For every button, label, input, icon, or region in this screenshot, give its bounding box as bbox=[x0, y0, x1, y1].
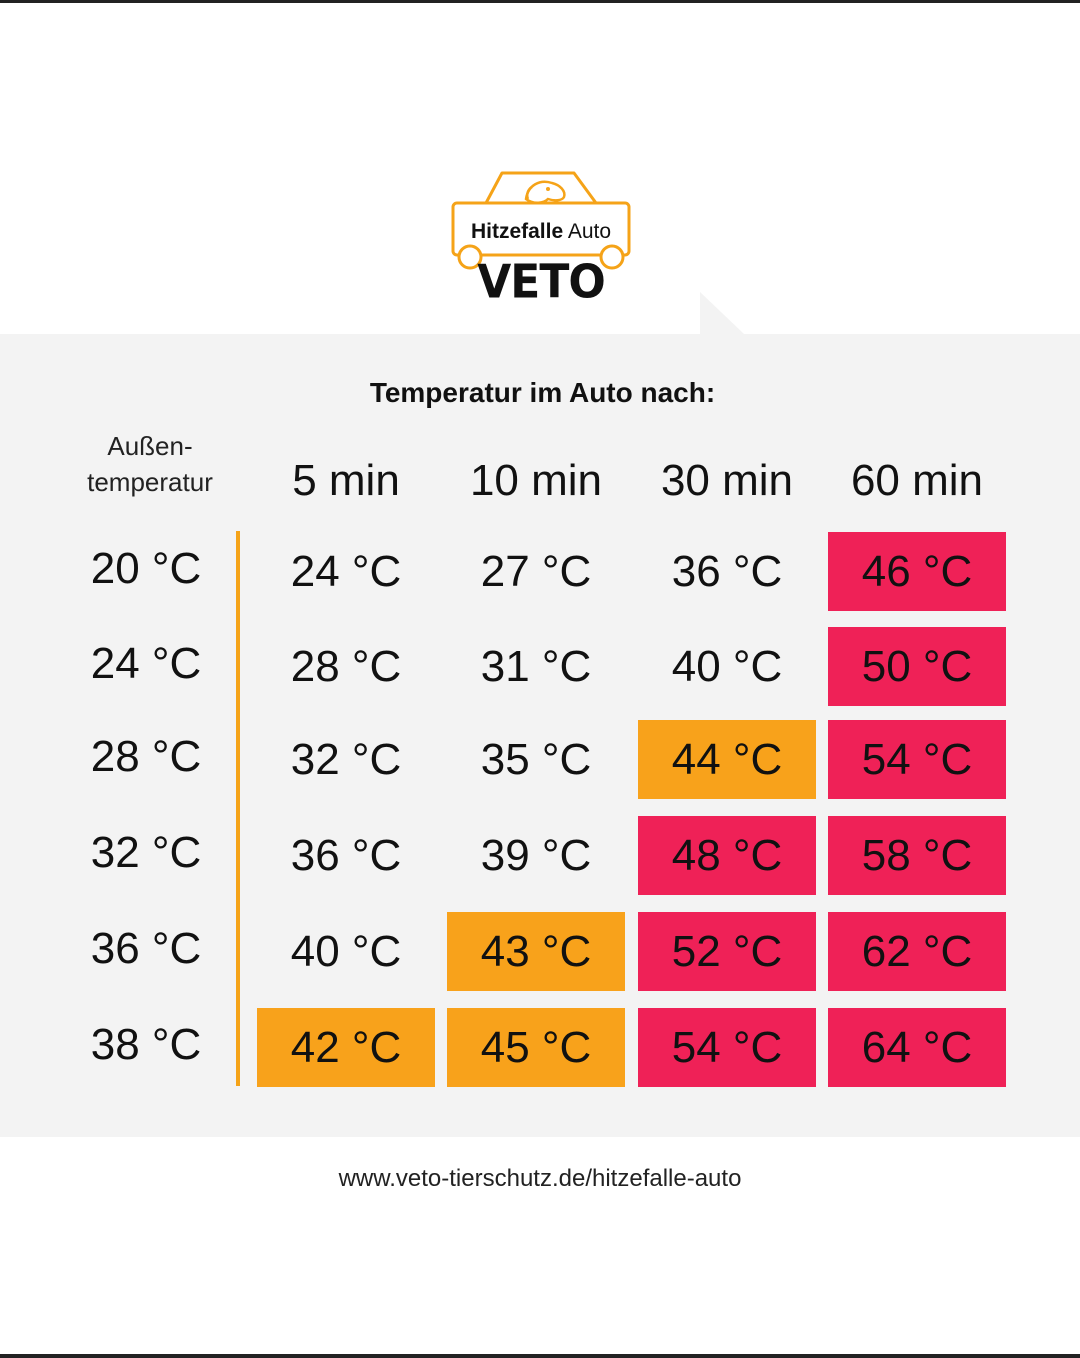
car-temperature-cell: 43 °C bbox=[447, 912, 625, 991]
column-header: 60 min bbox=[850, 456, 984, 505]
outside-temperature: 20 °C bbox=[90, 544, 202, 593]
car-temperature-cell: 62 °C bbox=[828, 912, 1006, 991]
column-header: 30 min bbox=[660, 456, 794, 505]
panel-notch bbox=[700, 292, 744, 334]
car-temperature-cell: 36 °C bbox=[671, 546, 783, 596]
car-temperature-cell: 45 °C bbox=[447, 1008, 625, 1087]
outside-temperature: 28 °C bbox=[90, 732, 202, 781]
car-temperature-cell: 54 °C bbox=[828, 720, 1006, 799]
column-header: 10 min bbox=[469, 456, 603, 505]
outside-temperature: 24 °C bbox=[90, 639, 202, 688]
column-header: 5 min bbox=[292, 456, 400, 505]
car-temperature-cell: 64 °C bbox=[828, 1008, 1006, 1087]
outside-temperature-header: Außen- temperatur bbox=[87, 431, 213, 497]
car-temperature-cell: 40 °C bbox=[671, 641, 783, 691]
car-temperature-cell: 42 °C bbox=[257, 1008, 435, 1087]
car-temperature-cell: 27 °C bbox=[480, 546, 592, 596]
car-temperature-cell: 39 °C bbox=[480, 830, 592, 880]
logo: Hitzefalle Auto VETO bbox=[448, 165, 634, 309]
car-temperature-cell: 36 °C bbox=[290, 830, 402, 880]
car-temperature-cell: 40 °C bbox=[290, 926, 402, 976]
outside-temperature: 32 °C bbox=[90, 828, 202, 877]
top-border bbox=[0, 0, 1080, 3]
car-temperature-cell: 31 °C bbox=[480, 641, 592, 691]
car-temperature-cell: 46 °C bbox=[828, 532, 1006, 611]
car-temperature-cell: 52 °C bbox=[638, 912, 816, 991]
car-temperature-cell: 58 °C bbox=[828, 816, 1006, 895]
outside-temperature: 38 °C bbox=[90, 1020, 202, 1069]
car-temperature-cell: 54 °C bbox=[638, 1008, 816, 1087]
footer-url[interactable]: www.veto-tierschutz.de/hitzefalle-auto bbox=[338, 1165, 742, 1192]
bottom-border bbox=[0, 1354, 1080, 1358]
outside-temperature: 36 °C bbox=[90, 924, 202, 973]
car-temperature-cell: 28 °C bbox=[290, 641, 402, 691]
car-temperature-cell: 24 °C bbox=[290, 546, 402, 596]
car-temperature-cell: 32 °C bbox=[290, 734, 402, 784]
table-title: Temperatur im Auto nach: bbox=[369, 377, 716, 408]
car-temperature-cell: 35 °C bbox=[480, 734, 592, 784]
logo-tagline: Hitzefalle Auto bbox=[470, 220, 612, 243]
car-temperature-cell: 48 °C bbox=[638, 816, 816, 895]
car-with-dog-icon bbox=[451, 171, 631, 270]
car-temperature-cell: 44 °C bbox=[638, 720, 816, 799]
logo-brand: VETO bbox=[477, 255, 606, 310]
divider-line bbox=[236, 531, 240, 1086]
car-temperature-cell: 50 °C bbox=[828, 627, 1006, 706]
